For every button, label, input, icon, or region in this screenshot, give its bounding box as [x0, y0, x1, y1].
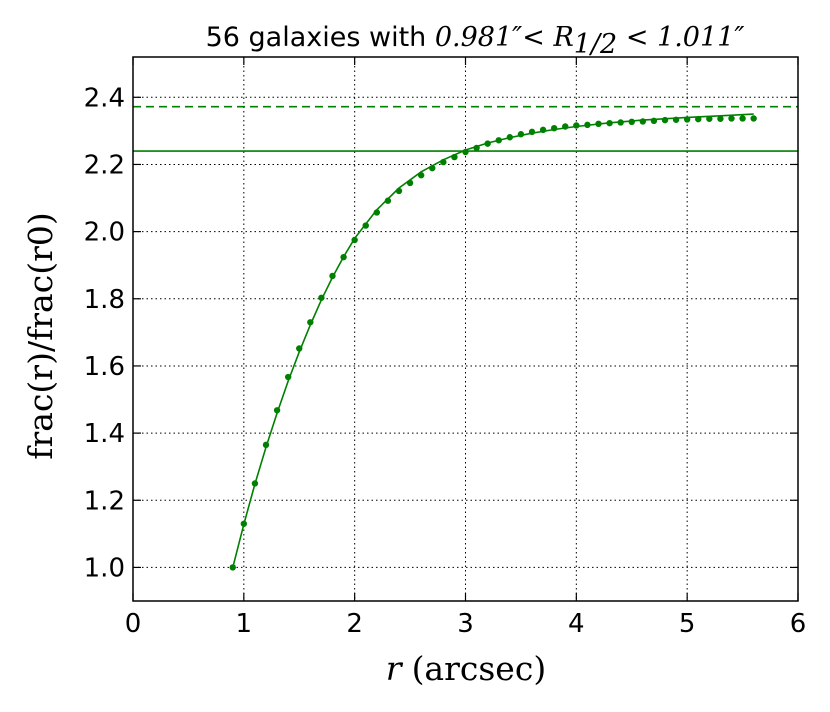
data-point [462, 148, 469, 156]
x-tick-label: 1 [236, 609, 253, 639]
data-point [384, 197, 392, 204]
data-point [395, 187, 403, 195]
data-point [429, 164, 436, 172]
data-point [340, 253, 347, 261]
y-tick-label: 2.0 [84, 218, 125, 248]
data-point [517, 131, 525, 138]
data-point [706, 115, 713, 122]
data-point [362, 222, 369, 229]
data-point [650, 117, 658, 125]
x-tick-label: 4 [568, 609, 585, 639]
data-point [262, 441, 270, 449]
y-tick-label: 1.8 [84, 285, 125, 315]
data-point [661, 116, 669, 124]
data-point [739, 115, 746, 122]
data-point [539, 126, 547, 134]
data-point [318, 294, 325, 301]
data-point [628, 118, 635, 126]
data-point [617, 119, 624, 126]
data-point [329, 272, 336, 280]
data-point [351, 236, 358, 244]
data-point [284, 373, 292, 381]
data-point [584, 121, 591, 129]
y-axis-label: frac(r)/frac(r0) [21, 212, 60, 459]
data-point [251, 480, 259, 487]
fit-curve-layer [232, 113, 754, 568]
x-tick-label: 0 [125, 609, 142, 639]
data-point [506, 134, 514, 141]
x-tick-labels: 0 1 2 3 4 5 6 [125, 609, 807, 639]
data-point [672, 116, 680, 123]
data-point [373, 209, 381, 216]
data-point [417, 172, 425, 179]
fit-curve [232, 113, 754, 568]
axis-ticks [132, 57, 799, 601]
data-point [473, 144, 480, 152]
data-point [229, 564, 236, 571]
data-point [273, 407, 281, 414]
data-point [240, 520, 248, 527]
data-point [296, 345, 303, 352]
data-point [495, 137, 502, 144]
y-tick-label: 2.2 [84, 150, 125, 180]
data-point [717, 115, 724, 122]
y-tick-labels: 1.0 1.2 1.4 1.6 1.8 2.0 2.2 2.4 [84, 83, 125, 583]
data-point [750, 115, 757, 122]
data-point [307, 319, 314, 326]
y-tick-label: 1.4 [84, 419, 125, 449]
data-point [728, 115, 735, 122]
x-axis-label: r (arcsec) [386, 649, 546, 688]
data-point [484, 140, 491, 147]
data-point [606, 119, 613, 127]
grid [132, 57, 799, 601]
data-point [683, 116, 691, 123]
data-point [639, 118, 647, 125]
data-point [451, 153, 458, 161]
data-point [562, 123, 569, 130]
y-tick-label: 1.2 [84, 486, 125, 516]
data-point [550, 124, 558, 132]
x-tick-label: 3 [457, 609, 474, 639]
data-point [440, 158, 447, 166]
y-tick-label: 2.4 [84, 83, 125, 113]
chart-title: 56 galaxies with 0.981″< R1/2 < 1.011″ [206, 22, 745, 60]
data-point [406, 179, 414, 187]
data-point [528, 128, 536, 136]
data-points-layer [229, 115, 757, 571]
x-tick-label: 5 [679, 609, 696, 639]
y-tick-label: 1.6 [84, 352, 125, 382]
data-point [573, 122, 580, 129]
reference-lines [133, 105, 798, 152]
data-point [695, 115, 702, 123]
y-tick-label: 1.0 [84, 553, 125, 583]
data-point [595, 120, 602, 128]
x-tick-label: 6 [790, 609, 807, 639]
x-tick-label: 2 [346, 609, 363, 639]
